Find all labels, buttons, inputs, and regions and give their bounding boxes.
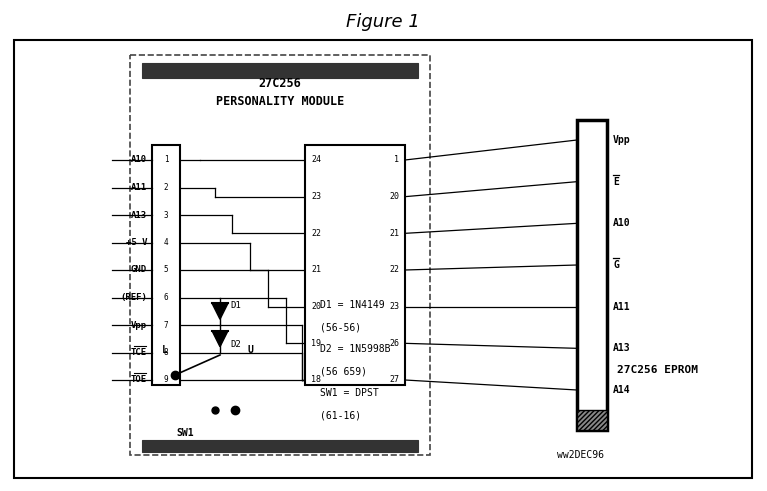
Text: 8: 8 bbox=[163, 348, 168, 357]
Text: 21: 21 bbox=[311, 266, 321, 274]
Text: GND: GND bbox=[131, 266, 147, 274]
Polygon shape bbox=[212, 331, 228, 347]
Text: (REF): (REF) bbox=[120, 293, 147, 302]
Text: (61-16): (61-16) bbox=[320, 410, 361, 420]
Text: 26: 26 bbox=[389, 339, 399, 348]
Bar bbox=[142, 63, 418, 78]
Bar bbox=[305, 145, 405, 385]
Text: 1: 1 bbox=[163, 156, 168, 164]
Text: 2: 2 bbox=[163, 183, 168, 192]
Polygon shape bbox=[212, 303, 228, 319]
Text: Vpp: Vpp bbox=[131, 321, 147, 329]
Text: 23: 23 bbox=[389, 302, 399, 311]
Text: 23: 23 bbox=[311, 192, 321, 201]
Text: 27: 27 bbox=[389, 376, 399, 384]
Text: ww2DEC96: ww2DEC96 bbox=[557, 450, 604, 460]
Text: 20: 20 bbox=[311, 302, 321, 311]
Text: 18: 18 bbox=[311, 376, 321, 384]
Text: G: G bbox=[613, 260, 619, 270]
Bar bbox=[577, 410, 607, 430]
Text: 3: 3 bbox=[163, 211, 168, 219]
Text: (56 659): (56 659) bbox=[320, 366, 367, 376]
Text: SW1: SW1 bbox=[176, 428, 194, 438]
Text: SW1 = DPST: SW1 = DPST bbox=[320, 388, 379, 398]
Text: Vpp: Vpp bbox=[613, 135, 630, 145]
Text: D1: D1 bbox=[230, 301, 241, 310]
Text: L: L bbox=[162, 345, 168, 355]
Text: 27C256 EPROM: 27C256 EPROM bbox=[617, 365, 698, 375]
Text: 9: 9 bbox=[163, 376, 168, 384]
Text: A10: A10 bbox=[131, 156, 147, 164]
Text: 7: 7 bbox=[163, 321, 168, 329]
Text: A13: A13 bbox=[131, 211, 147, 219]
Text: 5: 5 bbox=[163, 266, 168, 274]
Text: 22: 22 bbox=[389, 266, 399, 274]
Text: E: E bbox=[613, 177, 619, 187]
Text: 21: 21 bbox=[389, 229, 399, 238]
Text: D2 = 1N5998B: D2 = 1N5998B bbox=[320, 344, 390, 354]
Text: TOE: TOE bbox=[131, 376, 147, 384]
Text: 20: 20 bbox=[389, 192, 399, 201]
Text: A11: A11 bbox=[131, 183, 147, 192]
Text: +5 V: +5 V bbox=[126, 238, 147, 247]
Bar bbox=[142, 440, 418, 452]
Text: (56-56): (56-56) bbox=[320, 322, 361, 332]
Bar bbox=[577, 120, 607, 430]
Text: U: U bbox=[247, 345, 253, 355]
Bar bbox=[152, 145, 180, 385]
Text: 6: 6 bbox=[163, 293, 168, 302]
Text: A10: A10 bbox=[613, 218, 630, 228]
Text: Figure 1: Figure 1 bbox=[346, 13, 420, 31]
Text: TCE: TCE bbox=[131, 348, 147, 357]
Text: D2: D2 bbox=[230, 340, 241, 349]
Text: 19: 19 bbox=[311, 339, 321, 348]
Text: A14: A14 bbox=[613, 385, 630, 395]
Text: D1 = 1N4149: D1 = 1N4149 bbox=[320, 300, 384, 310]
Text: 1: 1 bbox=[394, 156, 399, 164]
Bar bbox=[130, 55, 430, 455]
Text: 4: 4 bbox=[163, 238, 168, 247]
Text: A11: A11 bbox=[613, 301, 630, 312]
Text: A13: A13 bbox=[613, 343, 630, 354]
Text: 22: 22 bbox=[311, 229, 321, 238]
Text: 27C256: 27C256 bbox=[258, 77, 301, 89]
Bar bbox=[14, 40, 752, 478]
Text: PERSONALITY MODULE: PERSONALITY MODULE bbox=[216, 94, 344, 108]
Text: 24: 24 bbox=[311, 156, 321, 164]
